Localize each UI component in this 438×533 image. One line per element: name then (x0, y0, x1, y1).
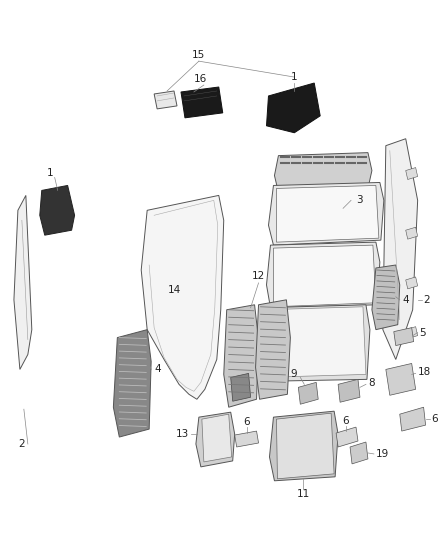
Polygon shape (276, 185, 379, 242)
Polygon shape (231, 374, 251, 401)
Text: 3: 3 (356, 196, 363, 205)
Polygon shape (202, 414, 232, 462)
Polygon shape (265, 307, 366, 377)
Polygon shape (255, 300, 290, 399)
Polygon shape (275, 152, 372, 192)
Text: 1: 1 (291, 72, 298, 82)
Polygon shape (273, 245, 376, 307)
Text: 6: 6 (343, 416, 350, 426)
Polygon shape (298, 382, 318, 404)
Polygon shape (386, 364, 416, 395)
Text: 11: 11 (297, 489, 310, 499)
Polygon shape (266, 242, 380, 308)
Polygon shape (196, 412, 235, 467)
Text: 6: 6 (431, 414, 438, 424)
Polygon shape (400, 407, 426, 431)
Polygon shape (406, 277, 418, 289)
Text: 18: 18 (418, 367, 431, 377)
Polygon shape (14, 196, 32, 369)
Text: 6: 6 (243, 417, 250, 427)
Text: 12: 12 (252, 271, 265, 281)
Text: 16: 16 (194, 74, 208, 84)
Text: 5: 5 (420, 328, 426, 337)
Polygon shape (406, 227, 418, 239)
Polygon shape (269, 411, 338, 481)
Polygon shape (394, 328, 413, 345)
Text: 2: 2 (424, 295, 430, 305)
Text: 15: 15 (192, 50, 205, 60)
Polygon shape (141, 196, 224, 399)
Polygon shape (266, 83, 320, 133)
Text: 8: 8 (368, 378, 374, 389)
Polygon shape (224, 305, 258, 407)
Polygon shape (258, 305, 370, 381)
Text: 2: 2 (18, 439, 25, 449)
Polygon shape (268, 182, 384, 245)
Polygon shape (372, 265, 400, 329)
Text: 4: 4 (403, 295, 410, 305)
Text: 13: 13 (176, 429, 189, 439)
Polygon shape (154, 91, 177, 109)
Text: 19: 19 (376, 449, 389, 459)
Text: 4: 4 (154, 365, 161, 374)
Polygon shape (406, 327, 418, 338)
Polygon shape (181, 87, 223, 118)
Polygon shape (40, 185, 74, 235)
Polygon shape (406, 167, 418, 180)
Polygon shape (350, 442, 368, 464)
Polygon shape (336, 427, 358, 447)
Polygon shape (235, 431, 258, 447)
Polygon shape (276, 413, 334, 479)
Text: 9: 9 (290, 369, 297, 379)
Polygon shape (338, 379, 360, 402)
Text: 1: 1 (46, 167, 53, 177)
Polygon shape (383, 139, 418, 359)
Text: 14: 14 (167, 285, 180, 295)
Polygon shape (113, 329, 151, 437)
